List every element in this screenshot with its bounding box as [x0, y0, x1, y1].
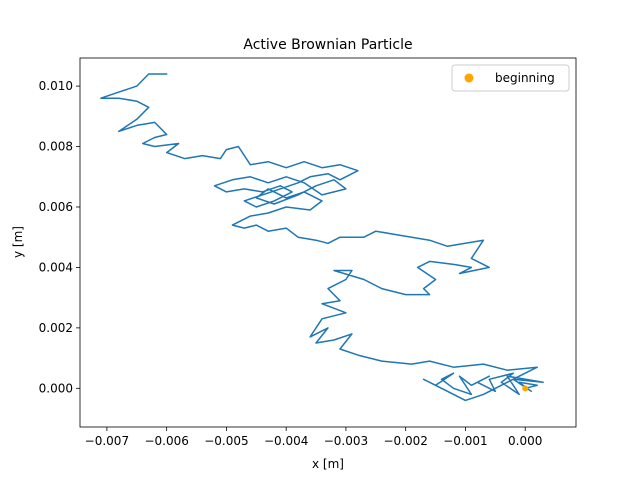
x-tick-label: −0.002 [383, 434, 427, 448]
x-tick-label: −0.001 [443, 434, 487, 448]
trajectory-line [100, 73, 544, 402]
x-tick-label: 0.000 [508, 434, 542, 448]
plot-area [79, 57, 577, 428]
x-axis: −0.007 −0.006 −0.005 −0.004 −0.003 −0.002 −0.0… [85, 427, 542, 448]
x-axis-label: x [m] [312, 457, 344, 471]
y-axis-label: y [m] [11, 226, 25, 258]
legend-box [451, 64, 570, 92]
y-tick-label: 0.008 [39, 140, 73, 154]
legend: beginning [451, 64, 570, 92]
y-tick-label: 0.006 [39, 200, 73, 214]
beginning-marker [522, 385, 529, 392]
y-tick-label: 0.004 [39, 260, 73, 274]
y-tick-label: 0.010 [39, 79, 73, 93]
y-axis: 0.000 0.002 0.004 0.006 0.008 0.010 [39, 79, 80, 395]
legend-label: beginning [495, 71, 555, 85]
x-tick-label: −0.003 [324, 434, 368, 448]
x-tick-label: −0.006 [144, 434, 188, 448]
chart-title: Active Brownian Particle [243, 37, 412, 53]
y-tick-label: 0.000 [39, 381, 73, 395]
y-tick-label: 0.002 [39, 321, 73, 335]
x-tick-label: −0.005 [204, 434, 248, 448]
x-tick-label: −0.004 [264, 434, 308, 448]
legend-marker [464, 73, 474, 83]
axes-frame [79, 57, 577, 428]
x-tick-label: −0.007 [85, 434, 129, 448]
